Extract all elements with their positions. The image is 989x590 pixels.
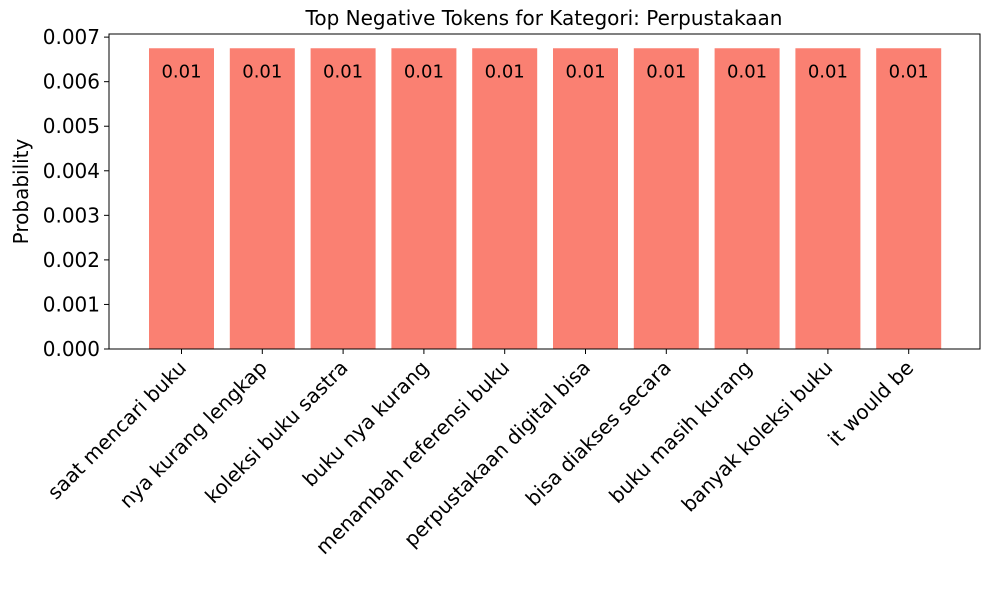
y-tick-label: 0.004 (43, 159, 100, 183)
bar (310, 48, 376, 350)
bar-data-label: 0.01 (565, 61, 605, 82)
bar-data-label: 0.01 (808, 61, 848, 82)
bar-data-label: 0.01 (889, 61, 929, 82)
bar (795, 48, 861, 350)
x-tick-label: banyak koleksi buku (677, 356, 838, 517)
y-axis-label: Probability (9, 138, 33, 244)
bar-data-label: 0.01 (646, 61, 686, 82)
bar (229, 48, 295, 350)
plot-frame (108, 33, 981, 350)
y-tick-label: 0.003 (43, 203, 100, 227)
bar (149, 48, 214, 350)
bar (553, 48, 618, 350)
data-labels: 0.01 0.01 0.01 0.01 0.01 0.01 0.01 0.01 0.01 0.01 (161, 61, 928, 82)
bar-data-label: 0.01 (485, 61, 525, 82)
bar-data-label: 0.01 (404, 61, 444, 82)
y-tick-label: 0.002 (43, 248, 100, 272)
bars (149, 48, 942, 350)
x-tick-label: buku masih kurang (604, 356, 756, 508)
y-tick-label: 0.007 (43, 25, 100, 49)
bar (472, 48, 538, 350)
y-tick-label: 0.006 (43, 70, 100, 94)
y-tick-label: 0.000 (43, 337, 100, 361)
bar (714, 48, 780, 350)
bar (876, 48, 942, 350)
bar (391, 48, 457, 350)
bar-data-label: 0.01 (323, 61, 363, 82)
x-tick-label: koleksi buku sastra (200, 356, 353, 509)
y-tick-label: 0.001 (43, 292, 100, 316)
bar (633, 48, 699, 350)
x-tick-label: saat mencari buku (43, 356, 191, 504)
y-axis-ticks: 0.000 0.001 0.002 0.003 0.004 0.005 0.006 0.007 (43, 25, 109, 361)
y-tick-label: 0.005 (43, 114, 100, 138)
bar-data-label: 0.01 (161, 61, 201, 82)
x-tick-label: it would be (823, 356, 918, 451)
bar-data-label: 0.01 (242, 61, 282, 82)
chart-title: Top Negative Tokens for Kategori: Perpus… (305, 6, 783, 30)
x-tick-label: nya kurang lengkap (115, 356, 272, 513)
x-tick-label: bisa diakses secara (521, 356, 676, 511)
bar-data-label: 0.01 (727, 61, 767, 82)
